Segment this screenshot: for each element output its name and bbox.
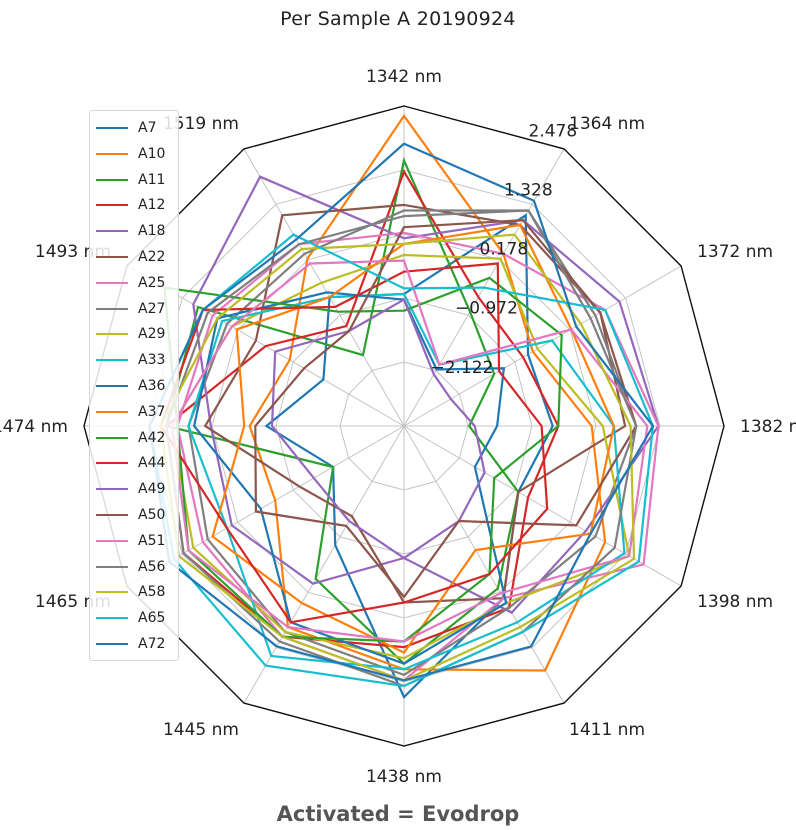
legend-label: A51	[138, 532, 166, 549]
legend-label: A56	[138, 558, 166, 575]
legend-label: A7	[138, 120, 157, 136]
legend-item: A58	[96, 582, 165, 602]
legend-item: A25	[96, 273, 165, 293]
legend-item: A56	[96, 557, 165, 577]
legend-label: A49	[138, 481, 166, 498]
axis-label: 1438 nm	[366, 767, 442, 787]
radial-tick-label: −2.122	[431, 358, 494, 378]
axis-label: 1519 nm	[163, 114, 239, 134]
legend-item: A44	[96, 453, 165, 473]
grid-spoke	[403, 425, 565, 704]
axis-label: 1342 nm	[366, 67, 442, 87]
series-line	[264, 213, 554, 699]
legend-item: A42	[96, 428, 165, 448]
radial-tick-label: 1.328	[504, 181, 553, 201]
legend-label: A58	[138, 584, 166, 601]
legend-item: A37	[96, 402, 165, 422]
radial-tick-label: 2.478	[529, 121, 578, 141]
radial-tick-label: −0.972	[455, 299, 518, 319]
radial-tick-label: 0.178	[480, 240, 529, 260]
legend-label: A65	[138, 610, 166, 627]
series-line	[170, 259, 649, 643]
legend-swatch	[96, 488, 128, 491]
legend-swatch	[96, 436, 128, 439]
legend-swatch	[96, 359, 128, 362]
series-line	[148, 142, 655, 682]
legend-label: A72	[138, 636, 166, 652]
legend-swatch	[96, 307, 128, 310]
legend-label: A25	[138, 274, 166, 291]
legend-item: A18	[96, 221, 165, 241]
legend-swatch	[96, 410, 128, 413]
legend-label: A12	[138, 197, 166, 214]
legend-item: A10	[96, 144, 165, 164]
legend-swatch	[96, 462, 128, 465]
legend-label: A36	[138, 378, 166, 394]
series-line	[187, 292, 626, 671]
legend-item: A27	[96, 299, 165, 319]
legend-swatch	[96, 514, 128, 516]
legend-swatch	[96, 230, 128, 233]
chart-title: Per Sample A 20190924	[280, 8, 516, 30]
legend-swatch	[96, 127, 128, 129]
legend-item: A12	[96, 195, 165, 215]
legend-swatch	[96, 539, 128, 542]
legend-item: A65	[96, 608, 165, 628]
legend-item: A29	[96, 324, 165, 344]
legend-swatch	[96, 565, 128, 568]
legend-swatch	[96, 178, 128, 181]
legend-item: A50	[96, 505, 165, 525]
legend: A7 A10 A11 A12 A18 A22 A25 A27 A29 A33 A36 A37 A42 A4…	[89, 110, 179, 661]
legend-item: A22	[96, 247, 165, 267]
legend-label: A29	[138, 326, 166, 343]
axis-label: 1474 nm	[0, 417, 68, 437]
legend-label: A37	[138, 403, 166, 420]
series-line	[187, 209, 638, 677]
legend-item: A72	[96, 634, 165, 654]
series-line	[165, 169, 560, 649]
legend-swatch	[96, 643, 128, 645]
legend-item: A7	[96, 118, 156, 138]
grid-spoke	[403, 265, 682, 427]
legend-swatch	[96, 256, 128, 258]
grid-spoke	[243, 148, 405, 427]
axis-label: 1445 nm	[163, 720, 239, 740]
legend-label: A11	[138, 171, 166, 188]
legend-label: A44	[138, 455, 166, 472]
legend-swatch	[96, 333, 128, 336]
series-line	[192, 291, 508, 665]
legend-item: A11	[96, 170, 165, 190]
legend-swatch	[96, 591, 128, 594]
axis-label: 1372 nm	[697, 242, 773, 262]
legend-item: A49	[96, 479, 165, 499]
legend-label: A27	[138, 300, 166, 317]
caption: Activated = Evodrop	[276, 802, 520, 826]
series-line	[270, 298, 486, 560]
legend-label: A22	[138, 249, 166, 265]
legend-item: A51	[96, 531, 165, 551]
legend-swatch	[96, 385, 128, 387]
legend-label: A42	[138, 429, 166, 446]
legend-label: A50	[138, 507, 166, 523]
legend-swatch	[96, 152, 128, 155]
axis-label: 1411 nm	[569, 720, 645, 740]
legend-label: A33	[138, 352, 166, 369]
legend-item: A33	[96, 350, 165, 370]
series-line	[254, 218, 638, 599]
legend-swatch	[96, 204, 128, 207]
legend-label: A10	[138, 145, 166, 162]
legend-swatch	[96, 617, 128, 620]
legend-item: A36	[96, 376, 165, 396]
legend-swatch	[96, 281, 128, 284]
axis-label: 1398 nm	[697, 592, 773, 612]
axis-label: 1364 nm	[569, 114, 645, 134]
legend-label: A18	[138, 223, 166, 240]
axis-label: 1382 nm	[740, 417, 796, 437]
